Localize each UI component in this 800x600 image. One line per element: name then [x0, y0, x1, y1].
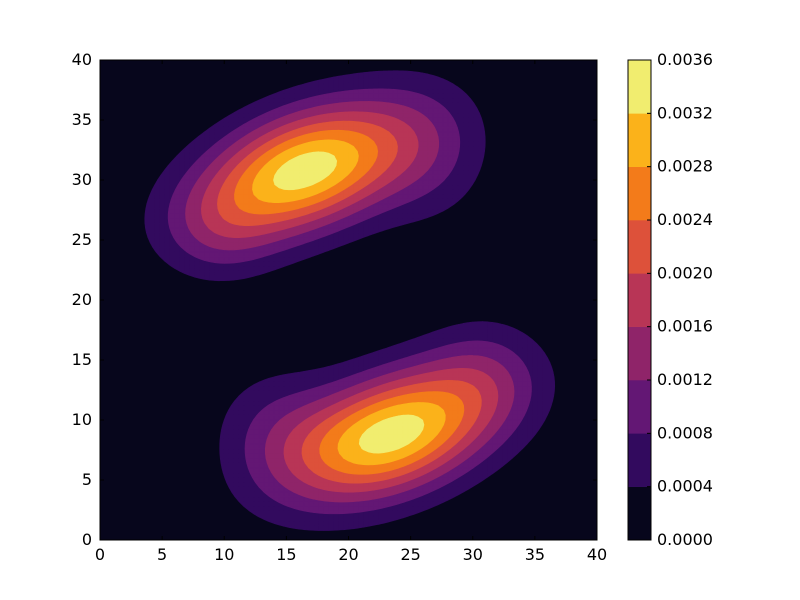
colorbar-tick-label: 0.0008 — [657, 423, 713, 442]
colorbar-tick-label: 0.0028 — [657, 157, 713, 176]
colorbar-tick-label: 0.0016 — [657, 317, 713, 336]
x-tick-label: 25 — [400, 545, 420, 564]
colorbar-tick-label: 0.0024 — [657, 210, 713, 229]
y-axis: 0 5 10 15 20 25 30 35 40 — [72, 50, 597, 549]
colorbar-segment-5 — [628, 220, 651, 274]
colorbar: 0.0000 0.0004 0.0008 0.0012 0.0016 0.0020 0.00… — [627, 50, 713, 549]
x-tick-label: 15 — [276, 545, 296, 564]
colorbar-segment-2 — [628, 380, 651, 434]
x-tick-label: 0 — [95, 545, 105, 564]
x-axis: 0 5 10 15 20 25 30 35 40 — [95, 60, 607, 564]
colorbar-tick-label: 0.0000 — [657, 530, 713, 549]
x-tick-label: 30 — [463, 545, 483, 564]
colorbar-tick-label: 0.0012 — [657, 370, 713, 389]
y-tick-label: 35 — [72, 110, 92, 129]
x-tick-label: 35 — [525, 545, 545, 564]
colorbar-segment-1 — [628, 433, 651, 487]
colorbar-segment-3 — [628, 326, 651, 381]
y-tick-label: 20 — [72, 290, 92, 309]
colorbar-tick-label: 0.0032 — [657, 103, 713, 122]
y-tick-label: 40 — [72, 50, 92, 69]
colorbar-segment-8 — [628, 60, 651, 114]
x-tick-label: 20 — [338, 545, 358, 564]
colorbar-segment-6 — [628, 166, 651, 221]
y-tick-label: 15 — [72, 350, 92, 369]
y-tick-label: 25 — [72, 230, 92, 249]
colorbar-segment-4 — [628, 273, 651, 327]
colorbar-segment-0 — [628, 486, 651, 541]
contour-fill-group — [144, 70, 556, 531]
y-tick-label: 30 — [72, 170, 92, 189]
colorbar-frame — [627, 59, 652, 541]
x-tick-label: 5 — [157, 545, 167, 564]
colorbar-tick-label: 0.0020 — [657, 263, 713, 282]
x-tick-label: 10 — [214, 545, 234, 564]
contour-band-8 — [273, 151, 425, 454]
x-tick-label: 40 — [587, 545, 607, 564]
y-tick-label: 5 — [82, 470, 92, 489]
colorbar-segment-7 — [628, 113, 651, 167]
y-tick-label: 10 — [72, 410, 92, 429]
colorbar-tick-label: 0.0036 — [657, 50, 713, 69]
colorbar-tick-label: 0.0004 — [657, 477, 713, 496]
y-tick-label: 0 — [82, 530, 92, 549]
